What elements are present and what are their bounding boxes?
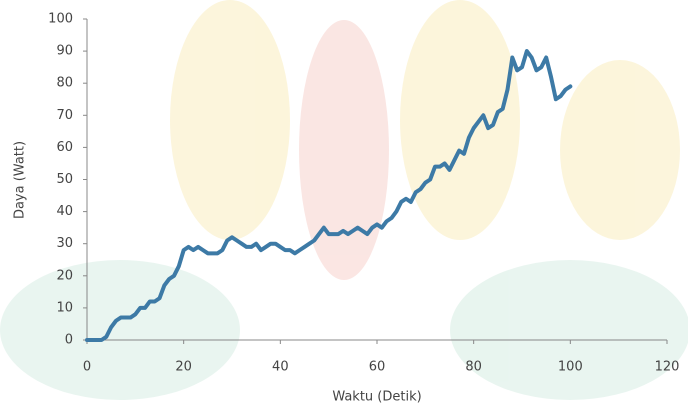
- y-tick-label: 80: [56, 76, 73, 91]
- x-tick-label: 60: [369, 360, 386, 375]
- x-tick-label: 120: [655, 360, 680, 375]
- x-tick-label: 100: [558, 360, 583, 375]
- y-tick-label: 10: [56, 300, 73, 315]
- x-axis-title: Waktu (Detik): [332, 390, 421, 405]
- y-tick-label: 40: [56, 204, 73, 219]
- x-tick-label: 80: [465, 360, 482, 375]
- y-tick-label: 60: [56, 140, 73, 155]
- y-tick-label: 0: [65, 333, 73, 348]
- y-axis-title: Daya (Watt): [13, 141, 28, 219]
- x-tick-label: 40: [272, 360, 289, 375]
- y-tick-label: 90: [56, 44, 73, 59]
- line-series: [85, 49, 573, 342]
- y-tick-label: 20: [56, 268, 73, 283]
- y-tick-label: 70: [56, 108, 73, 123]
- y-tick-label: 100: [48, 12, 73, 27]
- y-tick-label: 50: [56, 172, 73, 187]
- x-tick-label: 20: [175, 360, 192, 375]
- y-tick-label: 30: [56, 236, 73, 251]
- x-tick-label: 0: [83, 360, 91, 375]
